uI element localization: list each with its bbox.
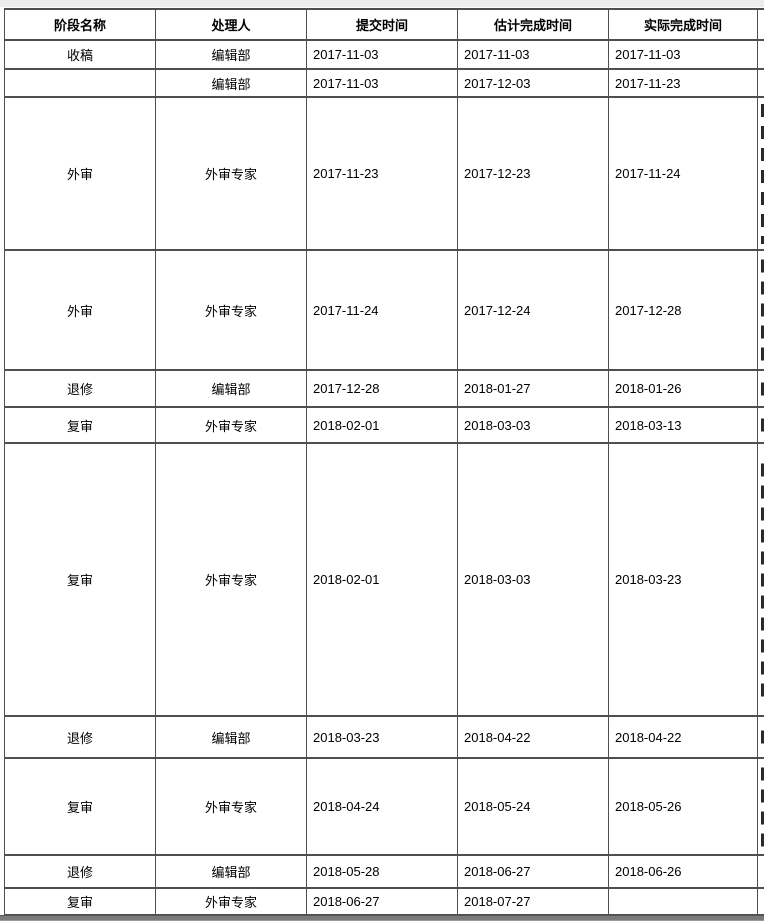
submitted-cell: 2018-05-28 <box>306 854 458 889</box>
header-stage: 阶段名称 <box>4 8 156 41</box>
overflow-cell <box>757 249 764 371</box>
submitted-cell: 2017-11-23 <box>306 96 458 251</box>
overflow-cell <box>757 68 764 98</box>
table-row: 复审 外审专家 2018-02-01 2018-03-03 2018-03-23 <box>4 442 764 717</box>
stage-cell: 退修 <box>4 715 156 759</box>
stage-cell <box>4 68 156 98</box>
submitted-cell: 2018-04-24 <box>306 757 458 856</box>
handler-cell: 外审专家 <box>155 249 307 371</box>
table-row: 退修 编辑部 2018-05-28 2018-06-27 2018-06-26 <box>4 854 764 889</box>
table-row: 外审 外审专家 2017-11-24 2017-12-24 2017-12-28 <box>4 249 764 371</box>
submitted-cell: 2018-03-23 <box>306 715 458 759</box>
clipped-text-fragments <box>761 103 764 244</box>
table-row: 编辑部 2017-11-03 2017-12-03 2017-11-23 <box>4 68 764 98</box>
overflow-cell <box>757 887 764 916</box>
actual-cell: 2018-06-26 <box>608 854 758 889</box>
actual-cell: 2017-12-28 <box>608 249 758 371</box>
clipped-text-fragments <box>761 382 764 395</box>
handler-cell: 编辑部 <box>155 369 307 408</box>
table-header-row: 阶段名称 处理人 提交时间 估计完成时间 实际完成时间 <box>4 8 764 41</box>
handler-cell: 外审专家 <box>155 406 307 444</box>
table-row: 外审 外审专家 2017-11-23 2017-12-23 2017-11-24 <box>4 96 764 251</box>
horizontal-scrollbar[interactable] <box>0 915 764 921</box>
estimated-cell: 2017-12-24 <box>457 249 609 371</box>
overflow-cell <box>757 96 764 251</box>
actual-cell: 2018-05-26 <box>608 757 758 856</box>
table-row: 复审 外审专家 2018-02-01 2018-03-03 2018-03-13 <box>4 406 764 444</box>
submitted-cell: 2017-11-03 <box>306 39 458 70</box>
actual-cell: 2018-03-23 <box>608 442 758 717</box>
stage-cell: 外审 <box>4 249 156 371</box>
table-row: 复审 外审专家 2018-06-27 2018-07-27 <box>4 887 764 916</box>
handler-cell: 外审专家 <box>155 442 307 717</box>
actual-cell: 2018-04-22 <box>608 715 758 759</box>
header-estimated: 估计完成时间 <box>457 8 609 41</box>
stage-cell: 复审 <box>4 757 156 856</box>
overflow-cell <box>757 406 764 444</box>
handler-cell: 编辑部 <box>155 68 307 98</box>
actual-cell: 2018-01-26 <box>608 369 758 408</box>
estimated-cell: 2018-06-27 <box>457 854 609 889</box>
actual-cell: 2017-11-24 <box>608 96 758 251</box>
estimated-cell: 2017-12-23 <box>457 96 609 251</box>
handler-cell: 外审专家 <box>155 757 307 856</box>
table-row: 退修 编辑部 2017-12-28 2018-01-27 2018-01-26 <box>4 369 764 408</box>
stage-cell: 复审 <box>4 406 156 444</box>
overflow-cell <box>757 854 764 889</box>
overflow-cell <box>757 369 764 408</box>
clipped-text-fragments <box>761 463 764 696</box>
estimated-cell: 2018-04-22 <box>457 715 609 759</box>
estimated-cell: 2018-07-27 <box>457 887 609 916</box>
handler-cell: 编辑部 <box>155 854 307 889</box>
overflow-cell <box>757 715 764 759</box>
table-row: 退修 编辑部 2018-03-23 2018-04-22 2018-04-22 <box>4 715 764 759</box>
actual-cell: 2017-11-23 <box>608 68 758 98</box>
stage-cell: 复审 <box>4 442 156 717</box>
actual-cell: 2018-03-13 <box>608 406 758 444</box>
estimated-cell: 2017-12-03 <box>457 68 609 98</box>
overflow-cell <box>757 757 764 856</box>
header-handler: 处理人 <box>155 8 307 41</box>
overflow-cell <box>757 442 764 717</box>
top-strip <box>0 0 764 7</box>
submitted-cell: 2018-06-27 <box>306 887 458 916</box>
handler-cell: 编辑部 <box>155 715 307 759</box>
clipped-text-fragments <box>761 730 764 744</box>
stage-cell: 复审 <box>4 887 156 916</box>
submitted-cell: 2017-11-24 <box>306 249 458 371</box>
table-row: 收稿 编辑部 2017-11-03 2017-11-03 2017-11-03 <box>4 39 764 70</box>
estimated-cell: 2017-11-03 <box>457 39 609 70</box>
estimated-cell: 2018-05-24 <box>457 757 609 856</box>
handler-cell: 编辑部 <box>155 39 307 70</box>
clipped-text-fragments <box>761 259 764 361</box>
submitted-cell: 2018-02-01 <box>306 406 458 444</box>
submitted-cell: 2017-12-28 <box>306 369 458 408</box>
actual-cell <box>608 887 758 916</box>
clipped-text-fragments <box>761 418 764 432</box>
header-submitted: 提交时间 <box>306 8 458 41</box>
estimated-cell: 2018-03-03 <box>457 406 609 444</box>
clipped-text-fragments <box>761 767 764 846</box>
submitted-cell: 2017-11-03 <box>306 68 458 98</box>
submitted-cell: 2018-02-01 <box>306 442 458 717</box>
header-actual: 实际完成时间 <box>608 8 758 41</box>
estimated-cell: 2018-01-27 <box>457 369 609 408</box>
review-table-wrapper: 阶段名称 处理人 提交时间 估计完成时间 实际完成时间 收稿 编辑部 2017-… <box>4 8 764 916</box>
stage-cell: 退修 <box>4 854 156 889</box>
estimated-cell: 2018-03-03 <box>457 442 609 717</box>
stage-cell: 退修 <box>4 369 156 408</box>
stage-cell: 外审 <box>4 96 156 251</box>
header-clipped-column <box>757 8 764 41</box>
review-stages-table: 阶段名称 处理人 提交时间 估计完成时间 实际完成时间 收稿 编辑部 2017-… <box>4 8 764 916</box>
actual-cell: 2017-11-03 <box>608 39 758 70</box>
table-row: 复审 外审专家 2018-04-24 2018-05-24 2018-05-26 <box>4 757 764 856</box>
stage-cell: 收稿 <box>4 39 156 70</box>
handler-cell: 外审专家 <box>155 887 307 916</box>
overflow-cell <box>757 39 764 70</box>
handler-cell: 外审专家 <box>155 96 307 251</box>
